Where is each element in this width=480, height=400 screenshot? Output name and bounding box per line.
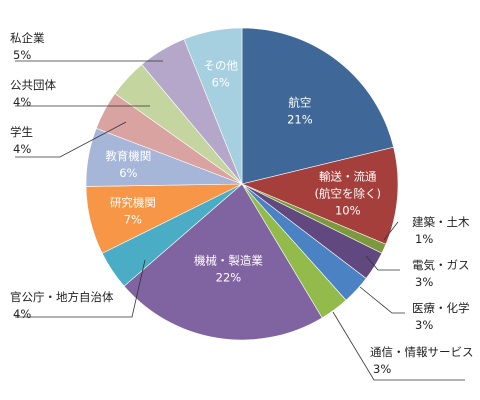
slice-category-label: 通信・情報サービス [370,345,474,359]
slice-value-label: 5% [13,48,31,62]
leader-line-7 [15,259,146,318]
slice-category-label: 私企業 [10,31,45,45]
slice-value-label: 3% [415,318,433,332]
slice-category-label: 教育機関 [105,149,151,163]
slice-13 [183,27,243,185]
leader-line-5 [332,311,465,381]
slice-category-label: 研究機関 [110,195,156,209]
slice-label-3: 電気・ガス 3% [365,255,470,289]
slice-category-label: 機械・製造業 [194,254,263,268]
slice-category-label: 官公庁・地方自治体 [10,290,114,304]
slice-label-7: 官公庁・地方自治体 4% [10,259,146,321]
slice-category-label: 輸送・流通 [319,169,377,183]
slice-category-label: その他 [203,59,238,73]
leader-line-4 [359,286,405,314]
slice-0 [241,27,394,185]
slice-value-label: 4% [13,95,31,109]
slice-value-label: 22% [216,271,242,285]
slice-value-label: 6% [119,166,137,180]
slice-label-8: 研究機関 7% [110,195,156,226]
slice-category-label: 航空 [288,95,311,109]
slice-value-label: 3% [415,275,433,289]
slice-value-label: 4% [13,307,31,321]
slice-6 [123,183,323,341]
slice-label-4: 医療・化学 3% [359,286,470,332]
pie-slices [85,27,399,341]
slice-value-label: 1% [415,232,433,246]
slice-label-11: 公共団体 4% [10,78,150,109]
slice-1 [241,146,399,245]
slice-category-label: 建築・土木 [412,215,470,229]
leader-line-2 [383,221,399,241]
slice-label-6: 機械・製造業 22% [194,254,263,285]
slice-label-2: 建築・土木 1% [383,215,470,246]
slice-label-10: 学生 4% [10,121,127,158]
slice-value-label: 7% [124,212,142,226]
slice-category-label: 公共団体 [10,78,56,92]
slice-label-1: 輸送・流通 (航空を除く) 10% [315,169,381,217]
leader-line-10 [15,121,127,158]
slice-label-12: 私企業 5% [10,31,163,62]
slice-label-5: 通信・情報サービス 3% [332,311,474,381]
slice-value-label: 3% [373,362,391,376]
slice-label-9: 教育機関 6% [105,149,151,180]
slice-category-label: 学生 [10,125,33,139]
slice-category-label: 電気・ガス [412,258,470,272]
slice-label-0: 航空 21% [287,95,313,126]
slice-category-label: 医療・化学 [412,301,470,315]
slice-value-label: 10% [335,203,361,217]
slice-value-label: 4% [13,142,31,156]
slice-value-label: 21% [287,112,313,126]
slice-category-label: (航空を除く) [315,186,381,200]
slice-label-13: その他 6% [203,59,238,90]
slice-value-label: 6% [212,76,230,90]
leader-line-3 [365,255,400,271]
